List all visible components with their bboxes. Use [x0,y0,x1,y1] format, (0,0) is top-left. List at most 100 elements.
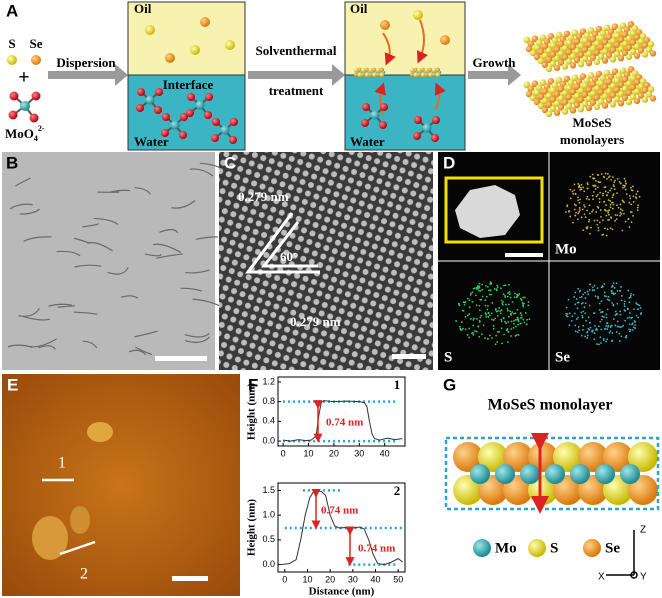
map-dot [591,173,594,176]
map-dot [625,193,628,195]
atom [432,116,440,124]
atom [573,102,581,109]
map-dot [510,328,513,330]
atom [647,41,655,48]
atom [605,33,613,41]
atom [553,64,561,72]
map-dot [606,172,609,175]
atom [595,464,615,484]
atom [589,99,597,107]
map-dot [600,328,603,331]
map-dot [464,328,467,331]
map-dot [603,291,606,294]
atom [478,442,508,472]
map-dot [479,298,482,301]
angle-lines [245,212,320,274]
atom [613,77,621,85]
map-dot [583,213,586,216]
map-dot [620,286,622,288]
map-dot [586,226,589,228]
map-dot [607,325,609,328]
map-dot [464,300,467,303]
map-dot [496,284,499,287]
map-dot [592,198,594,201]
map-dot [620,213,623,215]
map-dot [615,218,618,221]
map-dot [496,314,499,317]
map-dot [578,207,581,209]
map-dot [608,175,611,178]
map-dot [513,296,516,299]
map-dot [589,321,591,324]
map-dot [591,289,594,291]
map-dot [590,330,593,333]
atom [625,98,633,106]
map-dot [581,314,584,317]
map-dot [596,173,599,176]
map-dot [576,307,579,310]
sheet-edge [171,200,196,209]
map-dot [612,176,614,178]
map-dot [577,199,579,202]
atom [601,57,609,64]
atom [440,35,450,45]
y-tick-label: 0.4 [262,416,275,426]
map-dot [608,331,611,334]
map-dot [510,314,513,316]
map-dot [612,303,615,306]
atom [409,72,415,77]
map-dot [616,214,619,217]
map-dot [629,211,632,213]
atom [597,44,605,51]
map-dot [612,194,615,197]
molybdate-label: MoO42- [5,124,45,143]
atom [470,464,490,484]
map-dot [474,330,476,332]
map-dot [492,327,495,330]
sheet-edge [38,345,56,350]
map-dot [593,312,595,315]
molybdate [8,91,41,123]
sheet-edge [19,208,40,215]
map-dot [510,320,513,323]
atom [625,53,633,61]
atom [7,55,17,65]
y-axis-label: Height (nm) [246,499,258,556]
map-dot [505,303,507,306]
map-dot [597,297,600,300]
map-dot [606,328,609,330]
plot-frame [277,376,406,447]
map-dot [600,318,603,321]
map-dot [501,303,504,306]
map-dot [623,300,626,303]
atom [230,118,238,126]
map-dot [492,319,495,321]
map-dot [517,323,520,326]
map-dot [617,206,620,209]
atom [609,101,617,108]
map-dot [490,282,493,285]
y-tick-label: 0.5 [262,534,275,544]
y-tick-label: 1.2 [262,376,275,386]
sheet-edge [57,305,76,308]
atom [601,93,609,100]
oil-phase [127,1,246,76]
map-dot [472,319,475,321]
sheet-edge [184,336,211,343]
atom [613,41,621,49]
atom [649,95,657,102]
map-dot [480,333,483,336]
sheet-edge [128,349,147,356]
atom [520,464,540,484]
map-dot [611,285,614,288]
map-dot [616,177,619,180]
map-dot [504,296,507,298]
map-dot [514,292,517,295]
legend-label: S [550,540,558,556]
map-dot [569,197,572,200]
map-dot [596,287,599,290]
atom [609,82,617,90]
map-dot [607,176,610,179]
map-dot [475,304,478,307]
